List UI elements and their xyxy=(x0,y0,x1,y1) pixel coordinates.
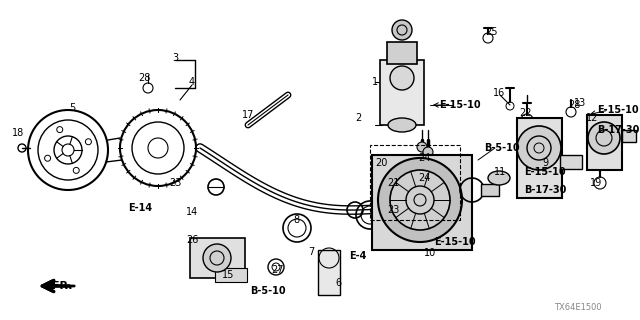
Text: TX64E1500: TX64E1500 xyxy=(554,303,602,313)
Text: 5: 5 xyxy=(69,103,75,113)
Circle shape xyxy=(588,122,620,154)
Text: 27: 27 xyxy=(272,265,284,275)
Circle shape xyxy=(392,20,412,40)
Text: 28: 28 xyxy=(568,100,580,110)
Text: 11: 11 xyxy=(494,167,506,177)
Text: 10: 10 xyxy=(424,248,436,258)
Text: E-15-10: E-15-10 xyxy=(434,237,476,247)
Text: 16: 16 xyxy=(493,88,505,98)
Bar xyxy=(587,115,622,170)
Bar xyxy=(215,268,247,282)
Text: 3: 3 xyxy=(172,53,178,63)
Text: 23: 23 xyxy=(387,205,399,215)
Bar xyxy=(190,238,245,278)
Text: 21: 21 xyxy=(387,178,399,188)
Text: 6: 6 xyxy=(335,278,341,288)
Text: 15: 15 xyxy=(222,270,234,280)
Circle shape xyxy=(517,126,561,170)
Text: 22: 22 xyxy=(520,108,532,118)
Text: E-14: E-14 xyxy=(128,203,152,213)
Text: 7: 7 xyxy=(308,247,314,257)
Text: 24: 24 xyxy=(418,173,430,183)
Text: 24: 24 xyxy=(418,153,430,163)
Bar xyxy=(372,155,472,250)
Text: 9: 9 xyxy=(542,158,548,168)
Text: 20: 20 xyxy=(375,158,387,168)
Text: 25: 25 xyxy=(486,27,499,37)
Text: 2: 2 xyxy=(355,113,361,123)
Text: 8: 8 xyxy=(293,215,299,225)
Ellipse shape xyxy=(388,118,416,132)
Bar xyxy=(481,184,499,196)
Text: 4: 4 xyxy=(189,77,195,87)
Circle shape xyxy=(378,158,462,242)
Text: 14: 14 xyxy=(186,207,198,217)
Text: 26: 26 xyxy=(186,235,198,245)
Circle shape xyxy=(390,170,450,230)
Text: 18: 18 xyxy=(12,128,24,138)
Text: 23: 23 xyxy=(169,178,181,188)
Text: 17: 17 xyxy=(242,110,254,120)
Ellipse shape xyxy=(488,171,510,185)
Text: B-17-30: B-17-30 xyxy=(524,185,566,195)
Text: E-15-10: E-15-10 xyxy=(597,105,639,115)
Bar xyxy=(380,60,424,125)
Bar xyxy=(560,155,582,169)
Text: FR.: FR. xyxy=(52,281,72,291)
Text: E-15-10: E-15-10 xyxy=(524,167,566,177)
Bar xyxy=(387,42,417,64)
Text: B-5-10: B-5-10 xyxy=(484,143,520,153)
Bar xyxy=(318,250,340,295)
Circle shape xyxy=(390,66,414,90)
Text: E-15-10: E-15-10 xyxy=(439,100,481,110)
Text: 19: 19 xyxy=(590,178,602,188)
Circle shape xyxy=(203,244,231,272)
Text: E-4: E-4 xyxy=(349,251,367,261)
Text: 1: 1 xyxy=(372,77,378,87)
Bar xyxy=(517,118,562,198)
Circle shape xyxy=(423,147,433,157)
Text: 28: 28 xyxy=(138,73,150,83)
Bar xyxy=(622,130,636,142)
Text: B-5-10: B-5-10 xyxy=(250,286,286,296)
Text: B-17-30: B-17-30 xyxy=(597,125,639,135)
Bar xyxy=(370,145,460,220)
Text: 13: 13 xyxy=(574,98,586,108)
Text: 12: 12 xyxy=(586,113,598,123)
Circle shape xyxy=(417,142,427,152)
